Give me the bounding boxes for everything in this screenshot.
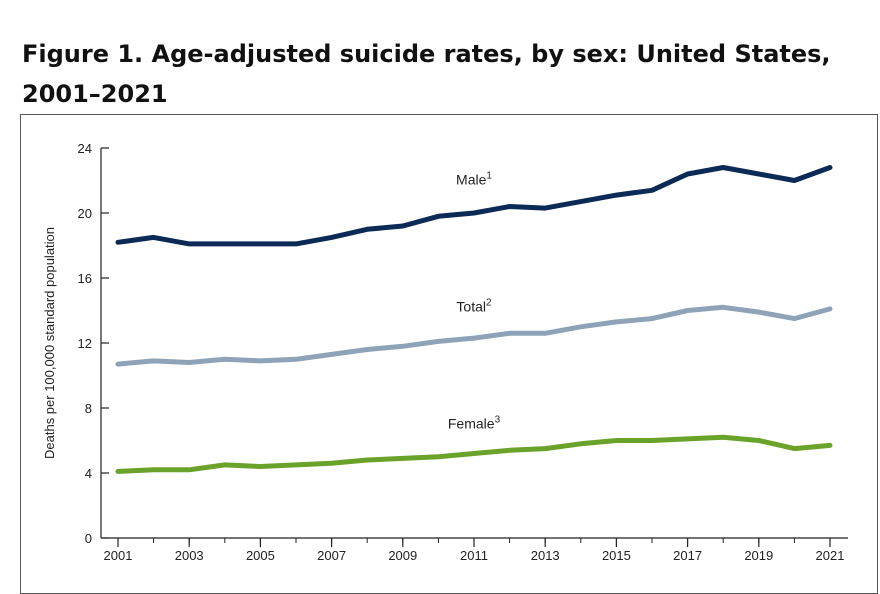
x-tick-label: 2019 (744, 548, 773, 563)
y-tick-label: 8 (85, 401, 92, 416)
x-tick-label: 2001 (104, 548, 133, 563)
series-line-total (118, 307, 830, 364)
series-line-female (118, 437, 830, 471)
y-tick-label: 4 (85, 466, 92, 481)
series-label-male: Male1 (456, 171, 492, 188)
x-tick-label: 2017 (673, 548, 702, 563)
series-label-female: Female3 (448, 414, 501, 431)
x-tick-label: 2007 (317, 548, 346, 563)
x-tick-label: 2011 (460, 548, 488, 563)
series-label-total: Total2 (456, 297, 492, 314)
x-tick-label: 2013 (531, 548, 560, 563)
y-axis-title: Deaths per 100,000 standard population (42, 227, 57, 459)
x-tick-label: 2009 (388, 548, 417, 563)
y-tick-label: 12 (78, 336, 92, 351)
x-tick-label: 2005 (246, 548, 275, 563)
y-axis: 0 4 8 12 16 20 24 Deaths per 100,000 standard p… (42, 141, 109, 546)
x-tick-label: 2021 (816, 548, 845, 563)
y-tick-label: 24 (78, 141, 92, 156)
x-tick-label: 2003 (175, 548, 204, 563)
y-tick-label: 16 (78, 271, 92, 286)
y-tick-label: 0 (85, 531, 92, 546)
y-tick-label: 20 (78, 206, 92, 221)
x-axis: 2001 2003 2005 2007 2009 2011 2013 2015 2017 2019… (101, 538, 848, 563)
x-tick-label: 2015 (602, 548, 631, 563)
